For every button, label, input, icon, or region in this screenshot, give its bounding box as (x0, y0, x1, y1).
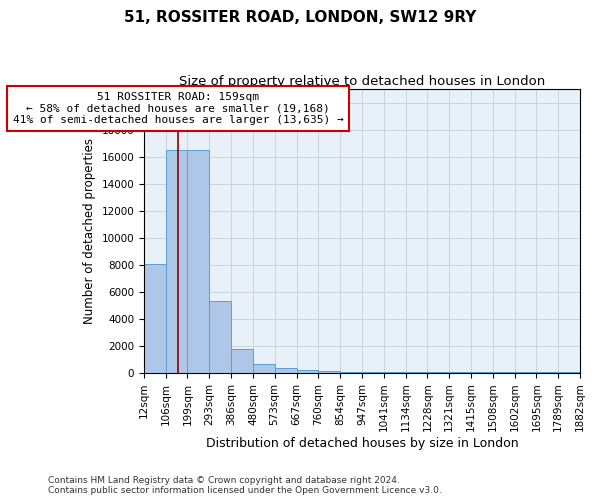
Bar (296, 370, 318, 373)
Bar (384, 372, 406, 373)
X-axis label: Distribution of detached houses by size in London: Distribution of detached houses by size … (206, 437, 518, 450)
Bar (471, 372, 493, 373)
Bar (559, 372, 580, 373)
Bar (340, 372, 362, 373)
Bar (406, 372, 427, 373)
Bar (318, 371, 340, 373)
Bar (231, 348, 253, 373)
Bar (493, 372, 515, 373)
Bar (427, 372, 449, 373)
Title: Size of property relative to detached houses in London: Size of property relative to detached ho… (179, 75, 545, 88)
Text: 51, ROSSITER ROAD, LONDON, SW12 9RY: 51, ROSSITER ROAD, LONDON, SW12 9RY (124, 10, 476, 25)
Y-axis label: Number of detached properties: Number of detached properties (83, 138, 96, 324)
Bar (253, 364, 275, 373)
Bar (144, 264, 166, 373)
Text: 51 ROSSITER ROAD: 159sqm
← 58% of detached houses are smaller (19,168)
41% of se: 51 ROSSITER ROAD: 159sqm ← 58% of detach… (13, 92, 343, 125)
Bar (449, 372, 471, 373)
Bar (209, 302, 231, 373)
Bar (536, 372, 559, 373)
Bar (362, 372, 384, 373)
Text: Contains HM Land Registry data © Crown copyright and database right 2024.
Contai: Contains HM Land Registry data © Crown c… (48, 476, 442, 495)
Bar (515, 372, 536, 373)
Bar (275, 368, 296, 373)
Bar (166, 150, 187, 373)
Bar (187, 150, 209, 373)
